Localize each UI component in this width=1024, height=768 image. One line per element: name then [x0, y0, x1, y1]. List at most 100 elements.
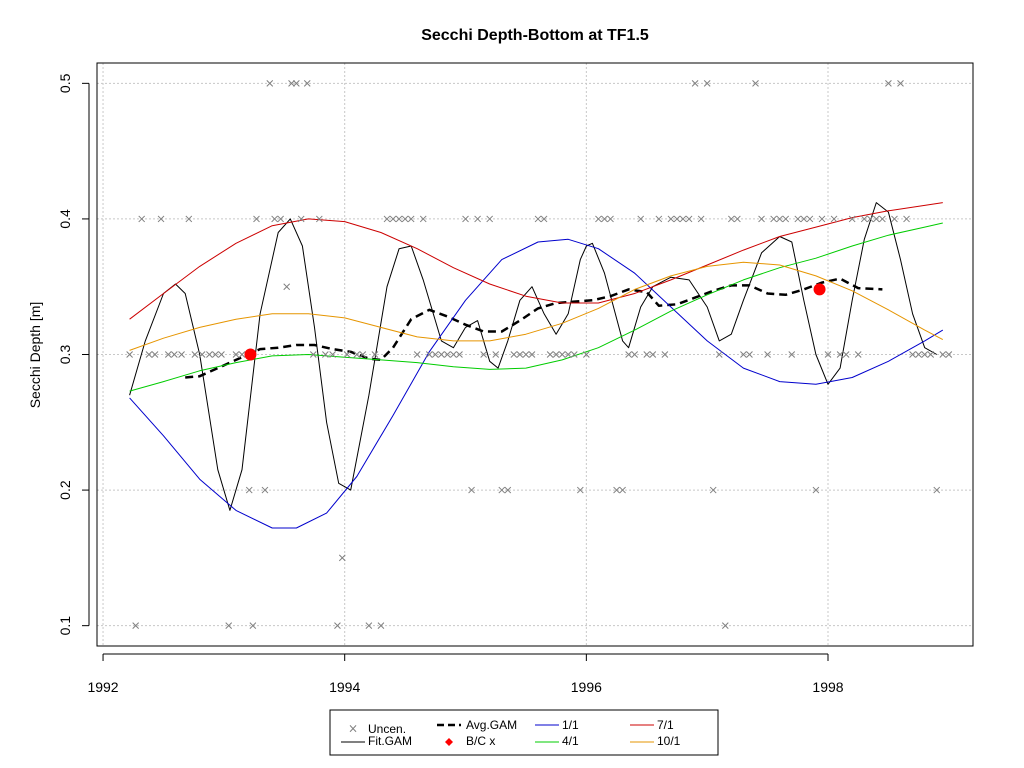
uncensored-points — [126, 79, 953, 630]
legend-s71-label: 7/1 — [657, 718, 674, 732]
uncensored-point — [528, 351, 536, 358]
uncensored-point — [631, 351, 639, 358]
uncensored-point — [679, 215, 687, 223]
uncensored-point — [365, 622, 373, 630]
uncensored-point — [770, 215, 777, 223]
legend-uncen-label: Uncen. — [368, 722, 406, 736]
uncensored-point — [218, 351, 225, 358]
legend-avg-gam-label: Avg.GAM — [466, 718, 517, 732]
legend: × Uncen. Fit.GAM Avg.GAM B/C x 1/1 4/1 7… — [329, 709, 719, 756]
uncensored-point — [145, 351, 153, 358]
uncensored-point — [552, 351, 560, 358]
uncensored-point — [570, 351, 578, 358]
legend-s71: 7/1 — [630, 718, 674, 732]
uncensored-point — [582, 351, 590, 358]
uncensored-point — [709, 486, 717, 494]
uncensored-point — [546, 351, 554, 358]
legend-bc-label: B/C x — [466, 734, 495, 748]
uncensored-point — [164, 351, 172, 358]
uncensored-point — [462, 215, 469, 223]
x-tick-label: 1996 — [571, 679, 602, 695]
uncensored-point — [377, 622, 385, 630]
uncensored-point — [238, 351, 246, 358]
uncensored-point — [271, 215, 278, 223]
y-tick-label: 0.3 — [57, 345, 73, 365]
uncensored-point — [232, 351, 240, 358]
uncensored-point — [945, 351, 953, 358]
uncensored-point — [879, 215, 886, 223]
x-axis: 1992 1994 1996 1998 — [87, 653, 844, 695]
uncensored-point — [178, 351, 185, 358]
uncensored-point — [842, 351, 850, 358]
chart-title: Secchi Depth-Bottom at TF1.5 — [421, 27, 649, 44]
uncensored-point — [915, 351, 922, 358]
uncensored-point — [866, 215, 874, 223]
uncensored-point — [225, 622, 233, 630]
uncensored-point — [812, 486, 820, 494]
uncensored-point — [293, 79, 300, 87]
uncensored-point — [303, 79, 311, 87]
uncensored-point — [359, 351, 367, 358]
uncensored-point — [564, 351, 572, 358]
legend-fit-gam: Fit.GAM — [341, 734, 412, 748]
uncensored-point — [315, 215, 323, 223]
legend-uncen-symbol: × — [348, 722, 358, 736]
uncensored-point — [643, 351, 651, 358]
legend-s101-label: 10/1 — [657, 734, 681, 748]
uncensored-point — [329, 351, 336, 358]
uncensored-point — [691, 79, 699, 87]
uncensored-point — [151, 351, 159, 358]
uncensored-point — [277, 215, 285, 223]
series-avg-gam — [185, 277, 883, 379]
uncensored-point — [939, 351, 947, 358]
uncensored-point — [126, 351, 133, 358]
uncensored-point — [576, 486, 584, 494]
plot-frame — [96, 62, 974, 647]
x-tick-label: 1994 — [329, 679, 360, 695]
uncensored-point — [673, 215, 681, 223]
uncensored-point — [383, 215, 391, 223]
uncensored-point — [516, 351, 524, 358]
uncensored-point — [715, 351, 723, 358]
uncensored-point — [909, 351, 916, 358]
uncensored-point — [343, 351, 351, 358]
uncensored-point — [401, 215, 409, 223]
uncensored-point — [492, 351, 500, 358]
uncensored-point — [353, 351, 361, 358]
uncensored-point — [450, 351, 457, 358]
uncensored-point — [456, 351, 463, 358]
bc-point — [244, 348, 257, 361]
series-s101 — [129, 261, 944, 351]
y-tick-label: 0.5 — [57, 73, 73, 93]
uncensored-point — [830, 215, 838, 223]
uncensored-point — [474, 215, 481, 223]
uncensored-point — [697, 215, 705, 223]
series-lines — [129, 202, 944, 529]
uncensored-point — [933, 486, 941, 494]
uncensored-point — [198, 351, 206, 358]
y-axis: 0.1 0.2 0.3 0.4 0.5 — [57, 73, 90, 635]
legend-s11: 1/1 — [535, 718, 579, 732]
legend-box — [329, 709, 719, 756]
legend-bc-symbol — [445, 738, 453, 746]
uncensored-point — [661, 351, 669, 358]
uncensored-point — [288, 79, 295, 87]
uncensored-point — [613, 486, 620, 494]
uncensored-point — [534, 215, 542, 223]
uncensored-point — [794, 215, 802, 223]
uncensored-point — [752, 79, 759, 87]
uncensored-point — [245, 486, 253, 494]
uncensored-point — [283, 283, 291, 291]
bc-points — [244, 283, 826, 361]
uncensored-point — [806, 215, 814, 223]
uncensored-point — [157, 215, 165, 223]
uncensored-point — [649, 351, 657, 358]
uncensored-point — [297, 215, 305, 223]
legend-s41-label: 4/1 — [562, 734, 579, 748]
uncensored-point — [395, 215, 403, 223]
uncensored-point — [444, 351, 451, 358]
uncensored-point — [854, 351, 862, 358]
series-s41 — [129, 222, 943, 392]
uncensored-point — [170, 351, 178, 358]
uncensored-point — [619, 486, 626, 494]
